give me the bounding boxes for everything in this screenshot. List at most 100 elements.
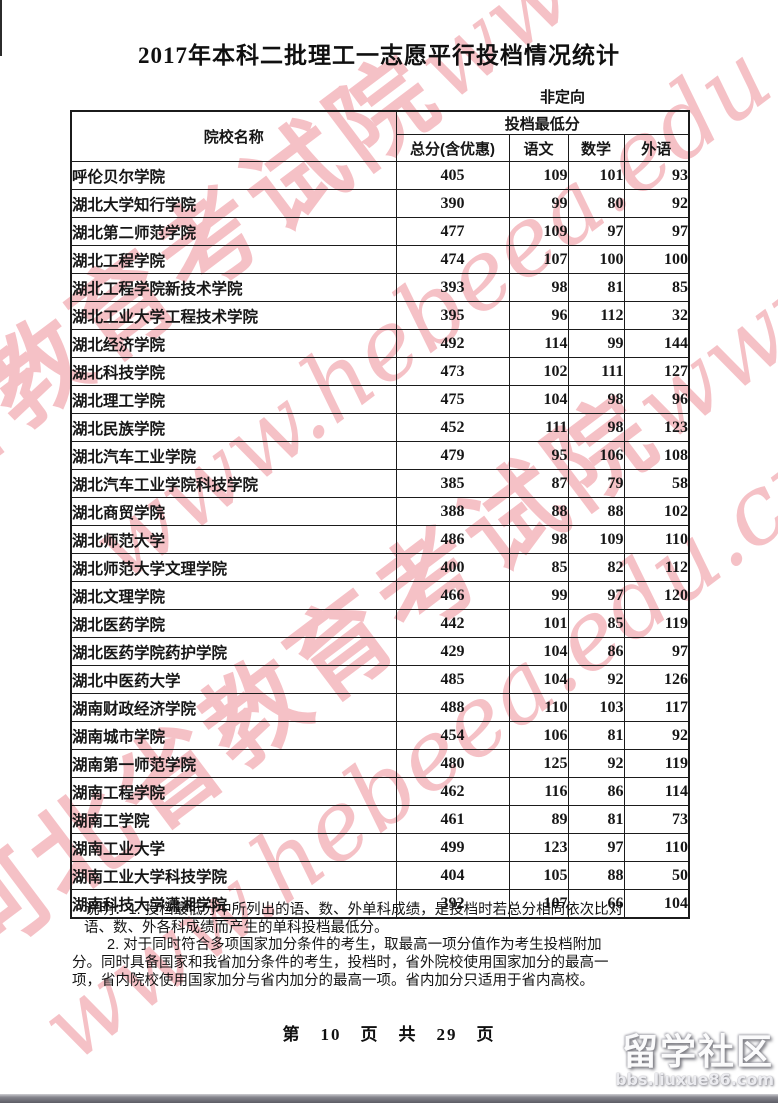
cell-math-score: 98 <box>567 413 625 442</box>
cell-math-score: 100 <box>567 245 625 274</box>
cell-institution-name: 湖北中医药大学 <box>70 665 397 694</box>
cell-total-score: 385 <box>395 469 510 498</box>
table-row: 湖北师范大学文理学院 400 85 82 112 <box>70 553 690 582</box>
cell-total-score: 486 <box>395 525 510 554</box>
cell-chinese-score: 104 <box>508 637 569 666</box>
cell-institution-name: 湖南工业大学 <box>70 833 397 862</box>
note-line: 2. 对于同时符合多项国家加分条件的考生，取最高一项分值作为考生投档附加 <box>107 937 602 954</box>
cell-chinese-score: 85 <box>508 553 569 582</box>
table-row: 湖南工程学院 462 116 86 114 <box>70 777 690 806</box>
cell-foreign-score: 120 <box>623 581 690 610</box>
cell-foreign-score: 114 <box>623 777 690 806</box>
cell-chinese-score: 125 <box>508 749 569 778</box>
notes-block: 说明：1. 投档最低分中所列出的语、数、外单科成绩，是投档时若总分相同依次比对 … <box>72 902 732 991</box>
note-line: 项，省内院校使用国家加分与省内加分的最高一项。省内加分只适用于省内高校。 <box>72 972 594 989</box>
cell-chinese-score: 123 <box>508 833 569 862</box>
table-row: 湖北民族学院 452 111 98 123 <box>70 413 690 442</box>
cell-foreign-score: 32 <box>623 301 690 330</box>
cell-math-score: 86 <box>567 777 625 806</box>
cell-foreign-score: 92 <box>623 721 690 750</box>
cell-chinese-score: 109 <box>508 161 569 190</box>
cell-institution-name: 湖北第二师范学院 <box>70 217 397 246</box>
table-row: 湖北科技学院 473 102 111 127 <box>70 357 690 386</box>
cell-foreign-score: 97 <box>623 217 690 246</box>
cell-chinese-score: 111 <box>508 413 569 442</box>
cell-foreign-score: 126 <box>623 665 690 694</box>
page-title: 2017年本科二批理工一志愿平行投档情况统计 <box>138 43 620 68</box>
cell-chinese-score: 95 <box>508 441 569 470</box>
cell-chinese-score: 107 <box>508 245 569 274</box>
cell-math-score: 97 <box>567 581 625 610</box>
cell-chinese-score: 101 <box>508 609 569 638</box>
cell-math-score: 109 <box>567 525 625 554</box>
cell-chinese-score: 98 <box>508 525 569 554</box>
cell-foreign-score: 112 <box>623 553 690 582</box>
cell-total-score: 390 <box>395 189 510 218</box>
cell-foreign-score: 104 <box>623 889 690 919</box>
cell-total-score: 405 <box>395 161 510 190</box>
cell-institution-name: 湖北理工学院 <box>70 385 397 414</box>
cell-institution-name: 湖北工程学院新技术学院 <box>70 273 397 302</box>
cell-math-score: 97 <box>567 217 625 246</box>
cell-institution-name: 湖南工学院 <box>70 805 397 834</box>
cell-math-score: 85 <box>567 609 625 638</box>
scan-bottom-bar <box>0 1094 778 1103</box>
cell-total-score: 479 <box>395 441 510 470</box>
cell-math-score: 101 <box>567 161 625 190</box>
cell-total-score: 475 <box>395 385 510 414</box>
cell-foreign-score: 50 <box>623 861 690 890</box>
scan-edge-mark <box>0 0 2 56</box>
cell-foreign-score: 117 <box>623 693 690 722</box>
cell-math-score: 88 <box>567 497 625 526</box>
cell-institution-name: 湖南科技大学潇湘学院 <box>70 889 397 919</box>
cell-total-score: 473 <box>395 357 510 386</box>
cell-institution-name: 湖北商贸学院 <box>70 497 397 526</box>
cell-foreign-score: 58 <box>623 469 690 498</box>
cell-institution-name: 湖北医药学院 <box>70 609 397 638</box>
cell-math-score: 111 <box>567 357 625 386</box>
cell-foreign-score: 119 <box>623 609 690 638</box>
header-chinese: 语文 <box>508 134 569 162</box>
cell-math-score: 112 <box>567 301 625 330</box>
cell-math-score: 98 <box>567 385 625 414</box>
cell-total-score: 477 <box>395 217 510 246</box>
cell-math-score: 79 <box>567 469 625 498</box>
cell-total-score: 485 <box>395 665 510 694</box>
cell-chinese-score: 104 <box>508 665 569 694</box>
cell-chinese-score: 99 <box>508 189 569 218</box>
cell-institution-name: 湖南工程学院 <box>70 777 397 806</box>
cell-foreign-score: 144 <box>623 329 690 358</box>
table-row: 湖北工业大学工程技术学院 395 96 112 32 <box>70 301 690 330</box>
table-row: 湖北医药学院 442 101 85 119 <box>70 609 690 638</box>
cell-math-score: 81 <box>567 273 625 302</box>
cell-foreign-score: 110 <box>623 525 690 554</box>
cell-total-score: 393 <box>395 273 510 302</box>
cell-math-score: 81 <box>567 805 625 834</box>
cell-institution-name: 湖北科技学院 <box>70 357 397 386</box>
table-row: 湖北理工学院 475 104 98 96 <box>70 385 690 414</box>
cell-chinese-score: 99 <box>508 581 569 610</box>
table-row: 湖北师范大学 486 98 109 110 <box>70 525 690 554</box>
table-row: 湖北中医药大学 485 104 92 126 <box>70 665 690 694</box>
table-row: 湖北汽车工业学院 479 95 106 108 <box>70 441 690 470</box>
cell-institution-name: 湖北工程学院 <box>70 245 397 274</box>
cell-chinese-score: 104 <box>508 385 569 414</box>
cell-chinese-score: 110 <box>508 693 569 722</box>
cell-chinese-score: 114 <box>508 329 569 358</box>
cell-total-score: 492 <box>395 329 510 358</box>
table-row: 湖南工学院 461 89 81 73 <box>70 805 690 834</box>
cell-total-score: 466 <box>395 581 510 610</box>
cell-math-score: 106 <box>567 441 625 470</box>
cell-total-score: 400 <box>395 553 510 582</box>
cell-math-score: 82 <box>567 553 625 582</box>
cell-total-score: 461 <box>395 805 510 834</box>
cell-foreign-score: 123 <box>623 413 690 442</box>
cell-institution-name: 湖北汽车工业学院科技学院 <box>70 469 397 498</box>
table-row: 湖北汽车工业学院科技学院 385 87 79 58 <box>70 469 690 498</box>
table-row: 湖北经济学院 492 114 99 144 <box>70 329 690 358</box>
table-row: 湖南科技大学潇湘学院 392 107 66 104 <box>70 889 690 919</box>
cell-math-score: 97 <box>567 833 625 862</box>
cell-foreign-score: 96 <box>623 385 690 414</box>
header-min-filing-score: 投档最低分 <box>395 110 690 135</box>
